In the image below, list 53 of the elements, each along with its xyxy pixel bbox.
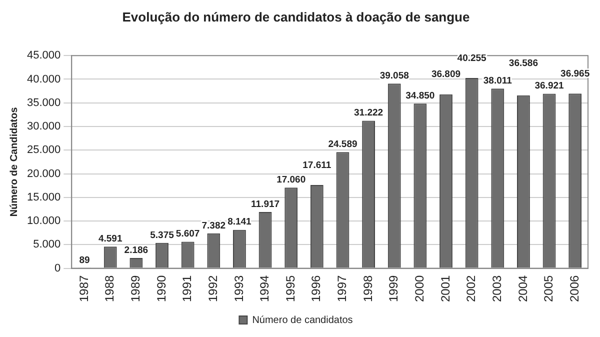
x-tick-label: 2003 (490, 274, 504, 302)
x-tick-label: 2002 (464, 274, 478, 302)
data-label: 2.186 (124, 244, 148, 256)
x-tick-label: 1997 (335, 274, 350, 302)
data-label: 36.586 (508, 58, 538, 70)
data-label: 38.011 (483, 76, 513, 87)
data-label: 36.809 (431, 69, 461, 80)
y-tick-label: 30.000 (26, 120, 61, 133)
x-tick-label: 1992 (206, 274, 220, 302)
chart-title: Evolução do número de candidatos à doação de sangue (122, 9, 470, 24)
data-label: 36.965 (560, 68, 590, 80)
x-tick-label: 1988 (102, 274, 117, 302)
x-tick-label: 2005 (542, 274, 556, 302)
x-tick-label: 2006 (567, 274, 582, 302)
data-label: 89 (79, 254, 90, 266)
data-label: 4.591 (98, 233, 123, 244)
y-tick-label: 0 (54, 262, 61, 274)
x-tick-label: 1991 (180, 274, 194, 302)
x-tick-label: 2000 (412, 274, 426, 302)
x-tick-label: 1999 (386, 274, 401, 302)
y-axis-title: Número de Candidatos (8, 106, 20, 217)
data-label: 17.611 (302, 160, 332, 171)
y-tick-label: 20.000 (26, 168, 61, 180)
x-tick-label: 2004 (516, 274, 530, 302)
data-label: 8.141 (228, 216, 252, 228)
data-label: 39.058 (380, 70, 409, 82)
x-tick-label: 1998 (360, 274, 375, 302)
y-tick-label: 15.000 (26, 191, 61, 204)
x-tick-label: 1989 (128, 274, 142, 302)
data-label: 11.917 (251, 198, 280, 210)
x-tick-label: 1987 (76, 274, 91, 302)
legend-label: Número de candidatos (252, 314, 353, 326)
data-label: 17.060 (276, 174, 306, 186)
y-tick-label: 5.000 (33, 238, 61, 251)
x-tick-label: 1993 (232, 274, 246, 302)
y-tick-label: 45.000 (26, 50, 61, 62)
x-tick-label: 1996 (309, 274, 324, 302)
y-tick-label: 35.000 (26, 96, 61, 109)
y-tick-label: 10.000 (26, 215, 61, 228)
data-label: 5.375 (150, 230, 175, 241)
y-tick-label: 25.000 (26, 144, 61, 156)
x-tick-label: 1995 (283, 274, 298, 302)
data-label: 34.850 (406, 90, 435, 102)
x-tick-label: 2001 (438, 274, 452, 302)
data-label: 7.382 (202, 220, 226, 232)
data-label: 5.607 (176, 228, 200, 240)
x-tick-label: 1994 (258, 274, 272, 302)
data-label: 31.222 (354, 108, 384, 119)
data-label: 36.921 (534, 80, 565, 92)
data-label: 24.589 (328, 138, 358, 150)
y-tick-label: 40.000 (26, 73, 61, 86)
x-tick-label: 1990 (154, 274, 168, 302)
data-label: 40.255 (457, 52, 488, 64)
